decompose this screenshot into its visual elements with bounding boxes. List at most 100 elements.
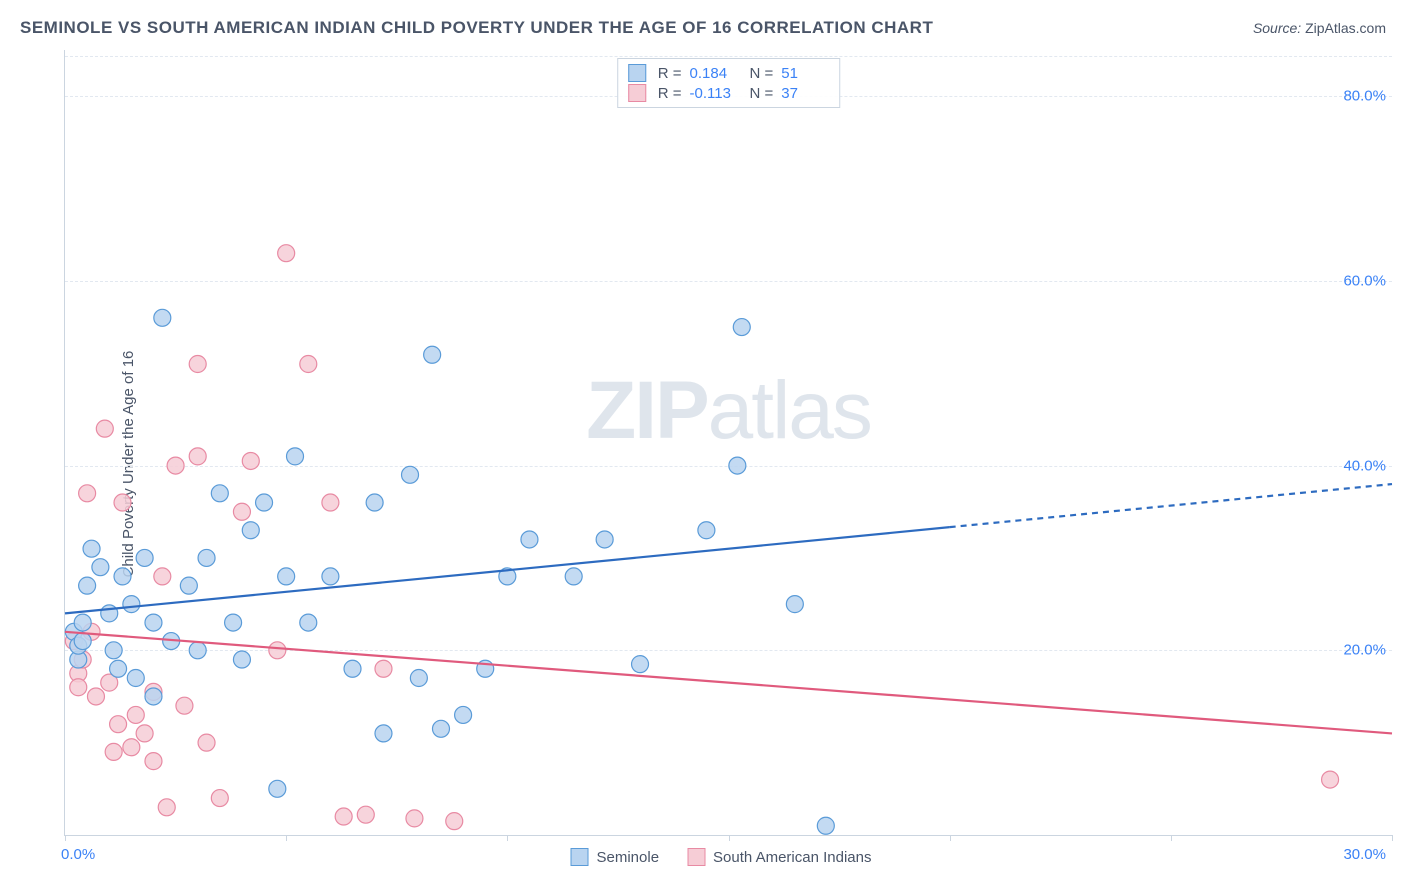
- data-point: [410, 670, 427, 687]
- legend-row-seminole: R = 0.184 N = 51: [628, 63, 830, 83]
- legend-item-seminole: Seminole: [571, 848, 660, 866]
- data-point: [1322, 771, 1339, 788]
- data-point: [79, 577, 96, 594]
- data-point: [256, 494, 273, 511]
- source-value: ZipAtlas.com: [1305, 20, 1386, 36]
- swatch-south-american-bottom: [687, 848, 705, 866]
- data-point: [278, 568, 295, 585]
- data-point: [145, 688, 162, 705]
- data-point: [233, 503, 250, 520]
- south-american-n-value: 37: [781, 85, 829, 102]
- seminole-n-value: 51: [781, 65, 829, 82]
- data-point: [180, 577, 197, 594]
- n-label: N =: [750, 65, 774, 82]
- x-tick-mark: [65, 835, 66, 841]
- data-point: [136, 549, 153, 566]
- data-point: [375, 725, 392, 742]
- source-attribution: Source: ZipAtlas.com: [1253, 20, 1386, 36]
- data-point: [817, 817, 834, 834]
- data-point: [123, 739, 140, 756]
- legend-label-seminole: Seminole: [597, 849, 660, 866]
- data-point: [698, 522, 715, 539]
- x-tick-mark: [1392, 835, 1393, 841]
- data-point: [446, 813, 463, 830]
- data-point: [455, 706, 472, 723]
- chart-header: SEMINOLE VS SOUTH AMERICAN INDIAN CHILD …: [20, 18, 1386, 38]
- x-tick-mark: [950, 835, 951, 841]
- data-point: [87, 688, 104, 705]
- data-point: [79, 485, 96, 502]
- data-point: [300, 614, 317, 631]
- data-point: [278, 245, 295, 262]
- data-point: [96, 420, 113, 437]
- data-point: [632, 656, 649, 673]
- plot-area: ZIPatlas 20.0%40.0%60.0%80.0% R = 0.184 …: [64, 50, 1392, 836]
- data-point: [322, 494, 339, 511]
- chart-title: SEMINOLE VS SOUTH AMERICAN INDIAN CHILD …: [20, 18, 933, 38]
- data-point: [74, 614, 91, 631]
- legend-row-south-american: R = -0.113 N = 37: [628, 83, 830, 103]
- data-point: [344, 660, 361, 677]
- data-point: [145, 753, 162, 770]
- data-point: [154, 568, 171, 585]
- data-point: [242, 522, 259, 539]
- data-point: [402, 466, 419, 483]
- trend-line: [65, 527, 950, 613]
- data-point: [74, 633, 91, 650]
- data-point: [211, 485, 228, 502]
- seminole-r-value: 0.184: [690, 65, 738, 82]
- data-point: [92, 559, 109, 576]
- data-point: [145, 614, 162, 631]
- r-label-2: R =: [658, 85, 682, 102]
- data-point: [110, 716, 127, 733]
- data-point: [432, 720, 449, 737]
- data-point: [136, 725, 153, 742]
- data-point: [127, 706, 144, 723]
- legend-item-south-american: South American Indians: [687, 848, 871, 866]
- data-point: [127, 670, 144, 687]
- data-point: [596, 531, 613, 548]
- data-point: [366, 494, 383, 511]
- data-point: [114, 494, 131, 511]
- data-point: [110, 660, 127, 677]
- correlation-legend: R = 0.184 N = 51 R = -0.113 N = 37: [617, 58, 841, 108]
- trend-line-dashed: [950, 484, 1392, 527]
- data-point: [83, 540, 100, 557]
- data-point: [114, 568, 131, 585]
- swatch-seminole: [628, 64, 646, 82]
- series-legend: Seminole South American Indians: [571, 848, 872, 866]
- data-point: [167, 457, 184, 474]
- data-point: [335, 808, 352, 825]
- data-point: [105, 743, 122, 760]
- r-label: R =: [658, 65, 682, 82]
- data-point: [233, 651, 250, 668]
- data-point: [211, 790, 228, 807]
- data-point: [406, 810, 423, 827]
- data-point: [521, 531, 538, 548]
- data-point: [786, 596, 803, 613]
- scatter-plot: [65, 50, 1392, 835]
- data-point: [158, 799, 175, 816]
- data-point: [357, 806, 374, 823]
- x-axis-min-label: 0.0%: [61, 846, 95, 863]
- data-point: [189, 448, 206, 465]
- swatch-south-american: [628, 84, 646, 102]
- data-point: [123, 596, 140, 613]
- source-label: Source:: [1253, 20, 1301, 36]
- data-point: [154, 309, 171, 326]
- legend-label-south-american: South American Indians: [713, 849, 871, 866]
- data-point: [225, 614, 242, 631]
- swatch-seminole-bottom: [571, 848, 589, 866]
- data-point: [198, 549, 215, 566]
- data-point: [198, 734, 215, 751]
- n-label-2: N =: [750, 85, 774, 102]
- data-point: [424, 346, 441, 363]
- data-point: [733, 319, 750, 336]
- data-point: [176, 697, 193, 714]
- data-point: [189, 356, 206, 373]
- data-point: [375, 660, 392, 677]
- x-tick-mark: [729, 835, 730, 841]
- data-point: [269, 780, 286, 797]
- data-point: [300, 356, 317, 373]
- data-point: [70, 679, 87, 696]
